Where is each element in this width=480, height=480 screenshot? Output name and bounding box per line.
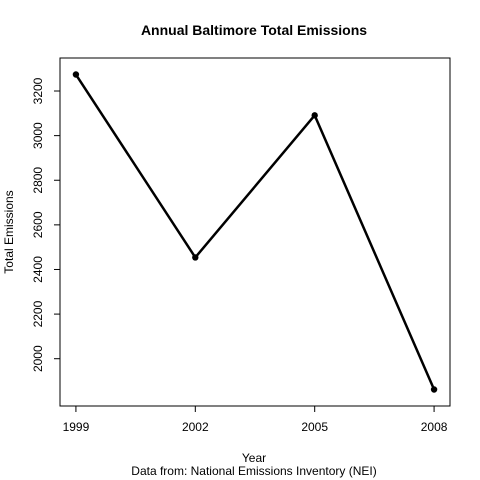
y-tick-label-6: 3200 bbox=[31, 77, 45, 104]
y-axis: 2000 2200 2400 2600 2800 3000 3200 bbox=[31, 77, 60, 372]
data-point-2005 bbox=[311, 112, 318, 119]
x-tick-label-1: 2002 bbox=[182, 420, 209, 434]
y-tick-label-4: 2800 bbox=[31, 167, 45, 194]
x-tick-label-0: 1999 bbox=[63, 420, 90, 434]
chart-title: Annual Baltimore Total Emissions bbox=[141, 22, 367, 38]
y-axis-label: Total Emissions bbox=[2, 190, 16, 273]
y-tick-label-5: 3000 bbox=[31, 122, 45, 149]
y-tick-label-3: 2600 bbox=[31, 211, 45, 238]
series-group bbox=[72, 71, 438, 393]
source-note: Data from: National Emissions Inventory … bbox=[131, 464, 376, 478]
plot-frame bbox=[59, 57, 451, 407]
x-axis-label: Year bbox=[242, 451, 266, 465]
x-tick-label-3: 2008 bbox=[421, 420, 448, 434]
data-point-2008 bbox=[430, 386, 438, 393]
x-axis: 1999 2002 2005 2008 bbox=[63, 406, 448, 434]
x-tick-label-2: 2005 bbox=[301, 420, 328, 434]
data-point-2002 bbox=[192, 254, 199, 261]
y-tick-label-1: 2200 bbox=[31, 300, 45, 327]
data-point-1999 bbox=[72, 71, 80, 78]
y-tick-label-2: 2400 bbox=[31, 256, 45, 283]
y-tick-label-0: 2000 bbox=[31, 345, 45, 372]
series-line-0 bbox=[74, 73, 436, 390]
